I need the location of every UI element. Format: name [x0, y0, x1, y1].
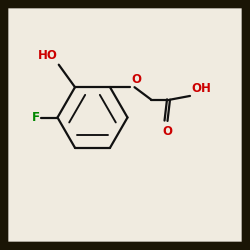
Text: F: F	[32, 111, 40, 124]
Text: OH: OH	[191, 82, 211, 95]
Text: O: O	[131, 73, 141, 86]
Text: O: O	[162, 125, 172, 138]
Text: HO: HO	[38, 49, 58, 62]
